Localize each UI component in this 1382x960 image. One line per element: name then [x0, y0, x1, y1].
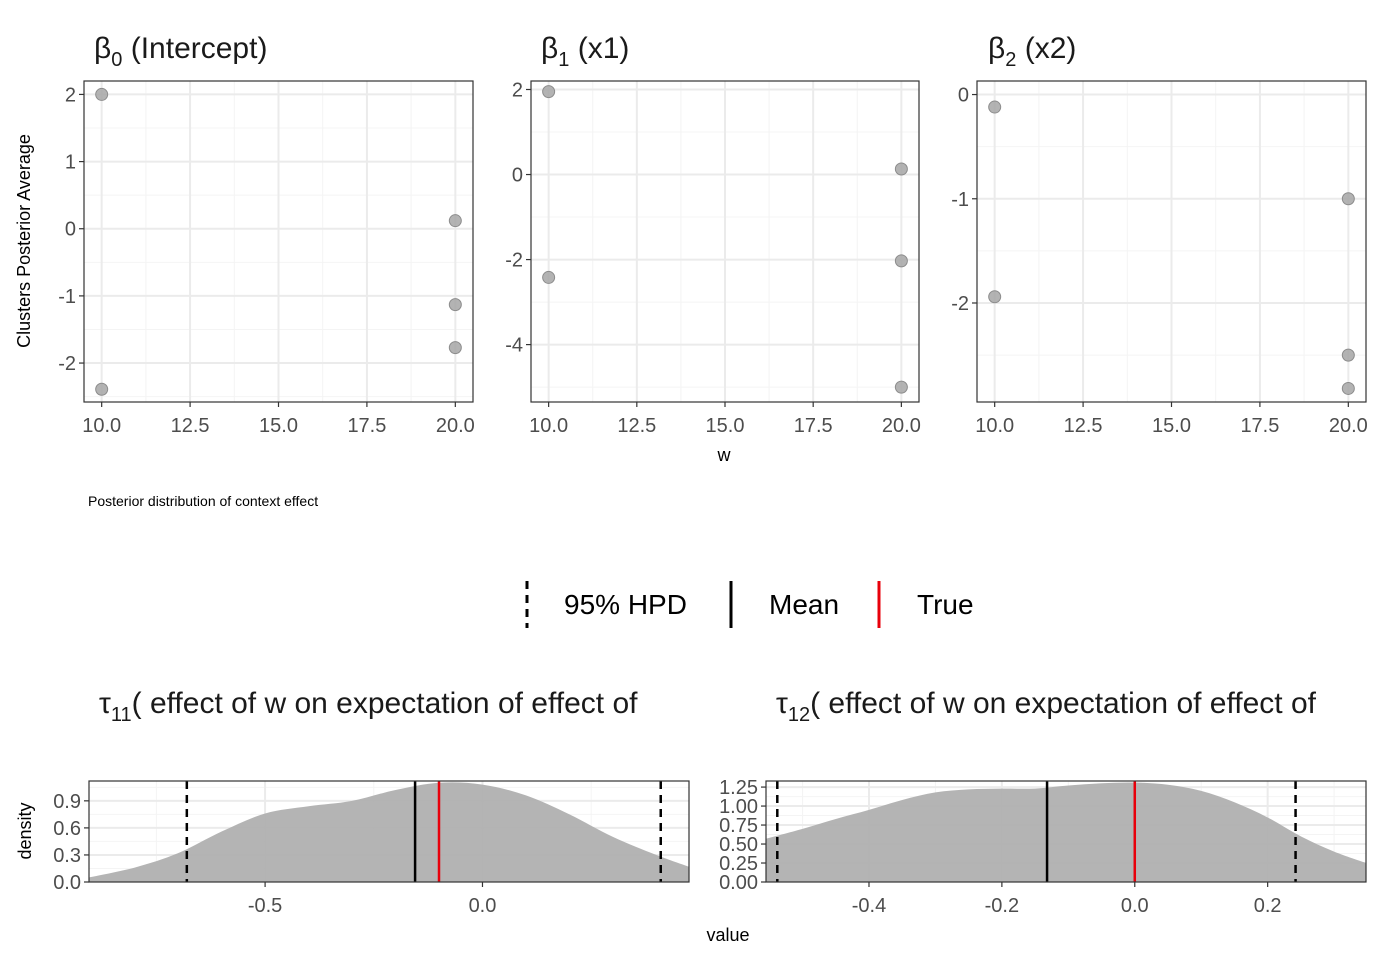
y-tick-label: 0.25 [719, 853, 758, 875]
legend: 95% HPD Mean True [525, 581, 974, 628]
x-tick-label: -0.5 [248, 895, 282, 917]
x-tick-label: 17.5 [347, 415, 386, 437]
panel-title-tau11: τ11( effect of w on expectation of effec… [99, 687, 638, 726]
data-point [95, 87, 109, 101]
data-point [988, 290, 1002, 304]
legend-label-mean: Mean [769, 589, 839, 620]
y-tick-label: 0 [958, 85, 969, 107]
legend-label-hpd: 95% HPD [564, 589, 687, 620]
y-tick-label: -4 [505, 335, 523, 357]
y-tick-label: 0.50 [719, 834, 758, 856]
x-axis-title-top: w [717, 445, 732, 465]
y-tick-label: 1.25 [719, 777, 758, 799]
x-tick-label: 10.0 [529, 415, 568, 437]
x-tick-label: 15.0 [259, 415, 298, 437]
data-point [95, 382, 109, 396]
panel-title-beta1: β1 (x1) [541, 32, 629, 71]
x-tick-label: 20.0 [1329, 415, 1368, 437]
x-tick-label: 20.0 [882, 415, 921, 437]
data-marks [766, 781, 1366, 882]
data-point [894, 254, 908, 268]
y-tick-label: 0.6 [53, 818, 81, 840]
scatter-panel-beta0: 2 1 0 -1 -2 10.0 12.5 15.0 17.5 20.0 [58, 80, 475, 437]
scatter-panel-beta1: 2 0 -2 -4 10.0 12.5 15.0 17.5 20.0 [505, 80, 921, 437]
data-point [894, 162, 908, 176]
x-tick-label: 0.0 [1121, 895, 1149, 917]
y-tick-label: 0.0 [53, 872, 81, 894]
x-tick-label: 12.5 [171, 415, 210, 437]
gridlines [531, 81, 919, 402]
data-point [542, 270, 556, 284]
data-marks [89, 781, 689, 882]
y-tick-label: -2 [505, 250, 523, 272]
data-point [894, 380, 908, 394]
data-point [448, 298, 462, 312]
y-tick-label: 1.00 [719, 796, 758, 818]
y-tick-label: -2 [951, 293, 969, 315]
y-axis-title-bottom: density [15, 802, 35, 859]
density-area [89, 782, 689, 882]
y-tick-label: -1 [58, 286, 76, 308]
x-tick-label: 12.5 [1064, 415, 1103, 437]
x-tick-label: -0.2 [985, 895, 1019, 917]
data-point [1341, 192, 1355, 206]
density-panel-tau11: 0.0 0.3 0.6 0.9 -0.5 0.0 [53, 780, 690, 917]
y-axis-title-top: Clusters Posterior Average [14, 134, 34, 348]
x-tick-label: -0.4 [852, 895, 886, 917]
panel-title-tau12: τ12( effect of w on expectation of effec… [776, 687, 1317, 726]
y-tick-label: 0.3 [53, 845, 81, 867]
y-tick-label: 0 [512, 165, 523, 187]
data-point [988, 100, 1002, 114]
gridlines [84, 81, 473, 402]
y-tick-label: -2 [58, 353, 76, 375]
gridlines [977, 81, 1366, 402]
data-point [448, 214, 462, 228]
data-point [1341, 381, 1355, 395]
figure-caption: Posterior distribution of context effect [88, 493, 318, 509]
panel-title-beta2: β2 (x2) [988, 32, 1076, 71]
y-tick-label: 0.9 [53, 791, 81, 813]
x-tick-label: 17.5 [794, 415, 833, 437]
data-point [1341, 348, 1355, 362]
data-marks [542, 85, 908, 394]
y-tick-label: 0.00 [719, 872, 758, 894]
x-tick-label: 12.5 [617, 415, 656, 437]
x-axis-title-bottom: value [706, 925, 749, 945]
x-tick-label: 15.0 [706, 415, 745, 437]
data-point [448, 341, 462, 355]
scatter-panel-beta2: 0 -1 -2 10.0 12.5 15.0 17.5 20.0 [951, 80, 1368, 437]
panel-border [88, 780, 690, 883]
x-tick-label: 10.0 [82, 415, 121, 437]
y-tick-label: 2 [512, 80, 523, 102]
panel-title-beta0: β0 (Intercept) [94, 32, 267, 71]
y-tick-label: -1 [951, 189, 969, 211]
y-tick-label: 0.75 [719, 815, 758, 837]
x-tick-label: 20.0 [436, 415, 475, 437]
x-tick-label: 10.0 [975, 415, 1014, 437]
data-point [542, 85, 556, 99]
legend-label-true: True [917, 589, 974, 620]
panel-border [765, 780, 1367, 883]
density-area [766, 782, 1366, 882]
data-marks [95, 87, 462, 396]
density-panel-tau12: 0.000.250.500.751.001.25 -0.4 -0.2 0.0 0.2 [719, 777, 1367, 917]
x-tick-label: 0.0 [469, 895, 497, 917]
y-tick-label: 1 [65, 152, 76, 174]
x-tick-label: 15.0 [1152, 415, 1191, 437]
y-tick-label: 2 [65, 84, 76, 106]
x-tick-label: 0.2 [1254, 895, 1282, 917]
y-tick-label: 0 [65, 219, 76, 241]
data-marks [988, 100, 1355, 395]
x-tick-label: 17.5 [1240, 415, 1279, 437]
